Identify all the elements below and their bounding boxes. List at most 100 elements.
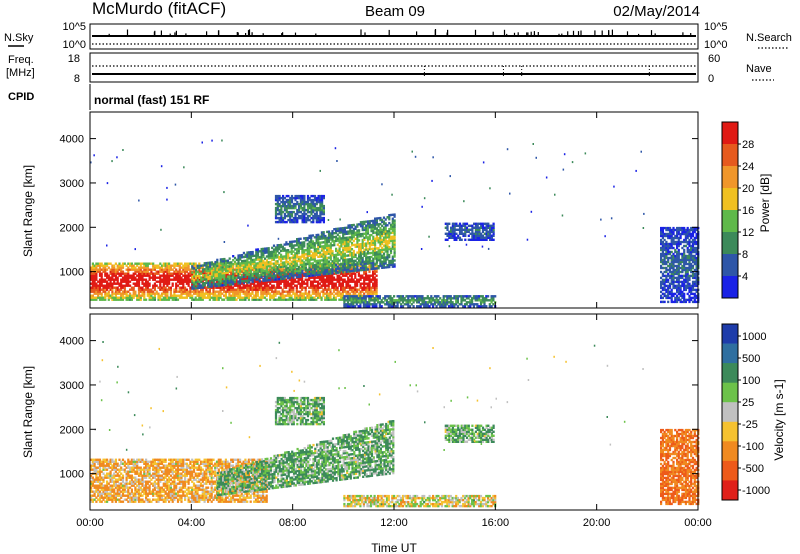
echo-cell <box>278 202 281 206</box>
echo-cell <box>104 272 107 275</box>
echo-cell <box>311 296 314 299</box>
echo-cell <box>340 257 343 260</box>
echo-cell <box>660 242 663 246</box>
echo-cell <box>322 231 325 234</box>
echo-cell <box>421 299 424 302</box>
echo-cell <box>319 241 322 244</box>
echo-cell <box>462 295 465 298</box>
echo-cell <box>104 270 107 273</box>
echo-cell <box>358 223 361 226</box>
echo-cell <box>228 257 231 260</box>
echo-cell <box>310 206 313 210</box>
echo-cell <box>305 220 308 224</box>
echo-cell <box>340 278 343 281</box>
echo-cell <box>340 239 343 242</box>
echo-cell <box>184 262 187 265</box>
echo-cell <box>255 268 258 271</box>
echo-cell <box>338 241 341 244</box>
echo-cell <box>244 286 247 289</box>
echo-cell <box>372 221 375 225</box>
echo-cell <box>350 301 353 304</box>
echo-cell <box>310 242 313 245</box>
echo-cell <box>457 228 460 231</box>
echo-cell <box>175 276 178 279</box>
echo-cell <box>310 272 313 275</box>
echo-cell <box>324 234 327 238</box>
echo-cell <box>230 263 233 266</box>
echo-cell <box>471 297 474 300</box>
echo-cell <box>249 259 253 262</box>
echo-cell <box>352 298 355 301</box>
echo-cell <box>196 266 199 270</box>
echo-cell <box>341 282 344 285</box>
echo-cell <box>375 286 378 289</box>
echo-cell <box>287 212 290 216</box>
echo-cell <box>249 282 252 285</box>
echo-cell <box>359 235 362 238</box>
echo-cell <box>102 270 105 273</box>
echo-cell <box>318 296 321 299</box>
echo-cell <box>180 296 183 299</box>
echo-cell <box>299 298 302 301</box>
echo-cell <box>139 276 142 279</box>
echo-cell <box>129 298 132 301</box>
echo-cell <box>289 218 292 222</box>
echo-cell <box>264 265 267 268</box>
echo-cell <box>343 299 346 302</box>
echo-cell <box>287 276 290 280</box>
echo-cell <box>442 299 445 302</box>
echo-cell <box>364 303 367 306</box>
echo-cell <box>216 276 219 280</box>
echo-cell <box>295 288 298 291</box>
echo-cell <box>226 286 229 289</box>
echo-cell <box>303 200 306 204</box>
echo-cell <box>476 230 479 233</box>
echo-cell <box>325 296 329 299</box>
echo-cell <box>274 252 277 255</box>
echo-cell <box>352 297 355 300</box>
echo-cell <box>340 286 343 289</box>
echo-cell <box>317 292 320 295</box>
echo-cell <box>260 286 263 289</box>
echo-cell <box>369 297 373 300</box>
echo-cell <box>118 292 121 295</box>
echo-cell <box>359 261 362 264</box>
echo-cell <box>329 264 332 267</box>
echo-cell <box>168 288 171 291</box>
echo-cell <box>199 288 203 291</box>
echo-cell <box>304 264 307 267</box>
echo-cell <box>278 220 281 224</box>
echo-cell <box>269 288 272 291</box>
echo-cell <box>324 262 327 266</box>
echo-cell <box>189 278 192 281</box>
echo-cell <box>388 253 391 257</box>
echo-cell <box>296 248 299 251</box>
echo-cell <box>299 255 302 258</box>
echo-cell <box>297 282 300 285</box>
echo-cell <box>384 258 387 261</box>
echo-cell <box>125 292 128 295</box>
echo-cell <box>279 298 282 301</box>
echo-cell <box>315 206 318 210</box>
echo-cell <box>139 274 142 277</box>
echo-cell <box>368 236 371 239</box>
echo-cell <box>233 290 236 293</box>
echo-cell <box>368 258 371 261</box>
echo-cell <box>320 267 323 270</box>
echo-cell <box>160 270 164 273</box>
echo-cell <box>321 206 324 210</box>
echo-cell <box>168 278 171 281</box>
echo-cell <box>348 268 352 271</box>
echo-cell <box>492 303 495 306</box>
echo-cell <box>384 256 387 259</box>
echo-cell <box>153 268 156 271</box>
echo-cell <box>280 206 283 210</box>
echo-cell <box>359 221 362 224</box>
echo-cell <box>97 286 100 289</box>
echo-cell <box>290 206 294 210</box>
echo-cell <box>474 226 477 229</box>
echo-cell <box>370 229 373 233</box>
echo-cell <box>251 254 254 258</box>
echo-cell <box>345 226 348 229</box>
echo-cell <box>132 268 135 271</box>
